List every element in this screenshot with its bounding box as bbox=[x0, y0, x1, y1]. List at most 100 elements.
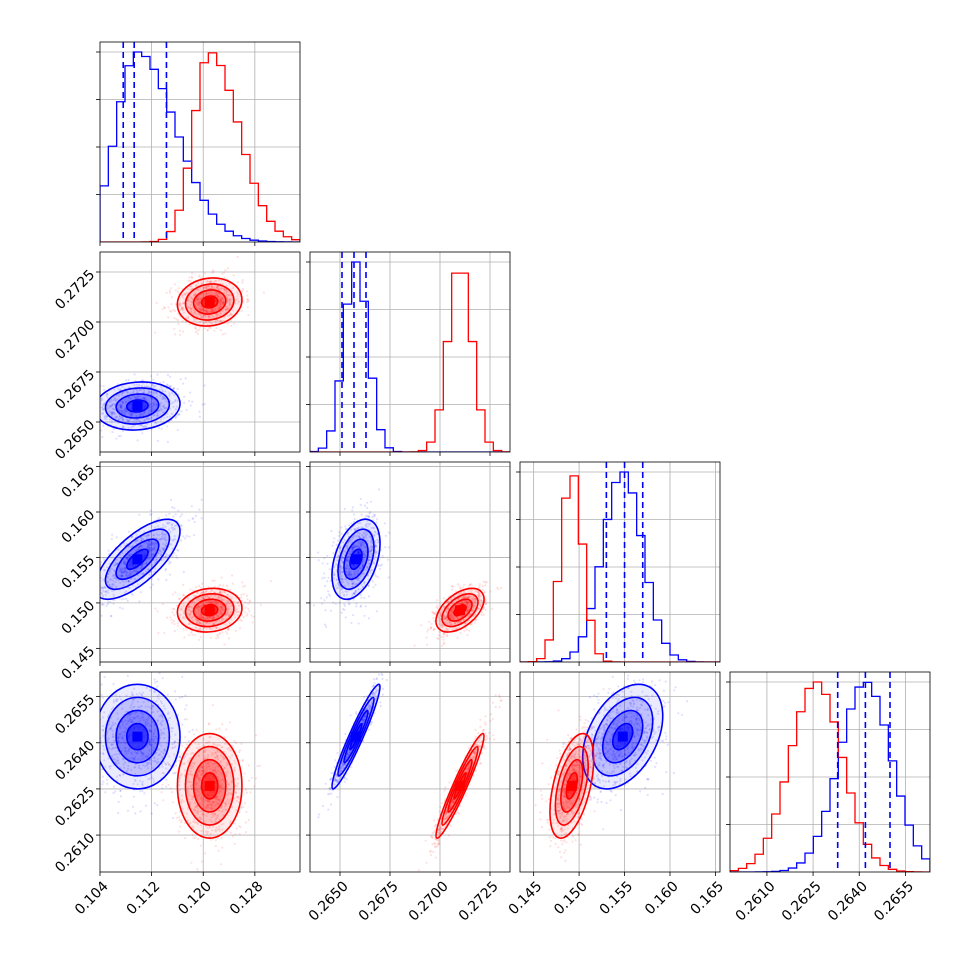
scatter-point bbox=[119, 405, 122, 408]
scatter-point bbox=[440, 635, 443, 638]
scatter-point bbox=[192, 294, 195, 297]
scatter-point bbox=[112, 574, 115, 577]
scatter-point bbox=[82, 592, 84, 594]
scatter-point bbox=[183, 636, 186, 639]
scatter-point bbox=[101, 728, 104, 731]
scatter-point bbox=[206, 600, 209, 603]
scatter-point bbox=[362, 550, 365, 553]
scatter-point bbox=[151, 543, 155, 546]
scatter-point bbox=[198, 638, 201, 642]
scatter-point bbox=[442, 614, 445, 617]
scatter-point bbox=[372, 586, 375, 589]
scatter-point bbox=[190, 602, 193, 605]
scatter-point bbox=[189, 288, 192, 291]
scatter-point bbox=[182, 292, 186, 295]
scatter-point bbox=[138, 545, 141, 549]
scatter-point bbox=[165, 514, 168, 517]
scatter-point bbox=[250, 614, 253, 617]
scatter-point bbox=[365, 549, 368, 552]
scatter-point bbox=[211, 310, 215, 313]
scatter-point bbox=[219, 314, 222, 317]
scatter-point bbox=[149, 558, 152, 561]
scatter-point bbox=[247, 602, 250, 605]
scatter-point bbox=[472, 596, 475, 599]
scatter-point bbox=[194, 611, 197, 614]
scatter-point bbox=[213, 329, 216, 332]
scatter-point bbox=[183, 395, 186, 398]
scatter-point bbox=[136, 583, 139, 586]
scatter-point bbox=[196, 298, 199, 301]
scatter-point bbox=[489, 590, 492, 593]
scatter-point bbox=[145, 570, 148, 573]
scatter-point bbox=[235, 295, 239, 298]
scatter-point bbox=[340, 526, 343, 529]
scatter-point bbox=[140, 758, 143, 761]
scatter-point bbox=[153, 735, 156, 738]
scatter-point bbox=[225, 603, 228, 606]
scatter-point bbox=[101, 412, 104, 415]
scatter-point bbox=[166, 373, 170, 377]
scatter-point bbox=[149, 541, 152, 544]
scatter-point bbox=[153, 747, 156, 750]
scatter-point bbox=[496, 586, 499, 589]
scatter-point bbox=[221, 272, 224, 275]
scatter-point bbox=[107, 406, 110, 410]
scatter-point bbox=[205, 590, 208, 593]
scatter-point bbox=[174, 665, 176, 667]
scatter-point bbox=[127, 575, 130, 578]
scatter-point bbox=[124, 558, 127, 561]
scatter-point bbox=[227, 607, 231, 610]
scatter-point bbox=[249, 600, 252, 603]
scatter-point bbox=[223, 591, 226, 594]
scatter-point bbox=[127, 545, 130, 548]
scatter-point bbox=[150, 513, 153, 516]
scatter-point bbox=[352, 614, 355, 617]
scatter-point bbox=[119, 581, 122, 585]
scatter-point bbox=[134, 570, 137, 573]
scatter-point bbox=[320, 597, 323, 600]
scatter-point bbox=[106, 778, 109, 781]
scatter-point bbox=[441, 644, 444, 647]
scatter-point bbox=[452, 607, 455, 610]
scatter-point bbox=[208, 596, 211, 599]
scatter-point bbox=[200, 307, 204, 310]
scatter-point bbox=[166, 425, 169, 428]
scatter-point bbox=[171, 621, 174, 624]
histogram-frame bbox=[729, 671, 931, 873]
scatter-point bbox=[450, 622, 453, 626]
scatter-point bbox=[379, 564, 382, 567]
scatter-point bbox=[218, 307, 221, 310]
scatter-point bbox=[484, 584, 487, 587]
scatter-point bbox=[114, 580, 117, 584]
scatter-point bbox=[220, 303, 223, 306]
scatter-point bbox=[127, 399, 130, 402]
scatter-point bbox=[348, 524, 351, 527]
scatter-point bbox=[368, 555, 371, 558]
scatter-point bbox=[189, 613, 192, 616]
scatter-point bbox=[359, 594, 362, 597]
scatter-point bbox=[127, 719, 130, 723]
scatter-point bbox=[130, 426, 133, 429]
scatter-point bbox=[224, 613, 227, 616]
scatter-point bbox=[357, 526, 360, 529]
scatter-point bbox=[349, 540, 352, 543]
scatter-point bbox=[133, 778, 136, 781]
scatter-point bbox=[219, 312, 223, 315]
scatter-point bbox=[127, 764, 130, 768]
scatter-point bbox=[184, 537, 187, 540]
scatter-point bbox=[198, 508, 201, 511]
scatter-point bbox=[187, 597, 190, 600]
scatter-point bbox=[196, 615, 199, 618]
scatter-point bbox=[150, 409, 154, 413]
scatter-point bbox=[139, 566, 143, 570]
scatter-point bbox=[352, 574, 355, 577]
scatter-point bbox=[443, 641, 446, 644]
scatter-point bbox=[152, 402, 155, 405]
scatter-point bbox=[218, 633, 221, 636]
scatter-point bbox=[165, 400, 168, 403]
scatter-point bbox=[334, 584, 338, 587]
scatter-point bbox=[142, 713, 145, 716]
scatter-point bbox=[167, 713, 170, 716]
scatter-point bbox=[210, 601, 213, 604]
scatter-point bbox=[229, 301, 232, 304]
